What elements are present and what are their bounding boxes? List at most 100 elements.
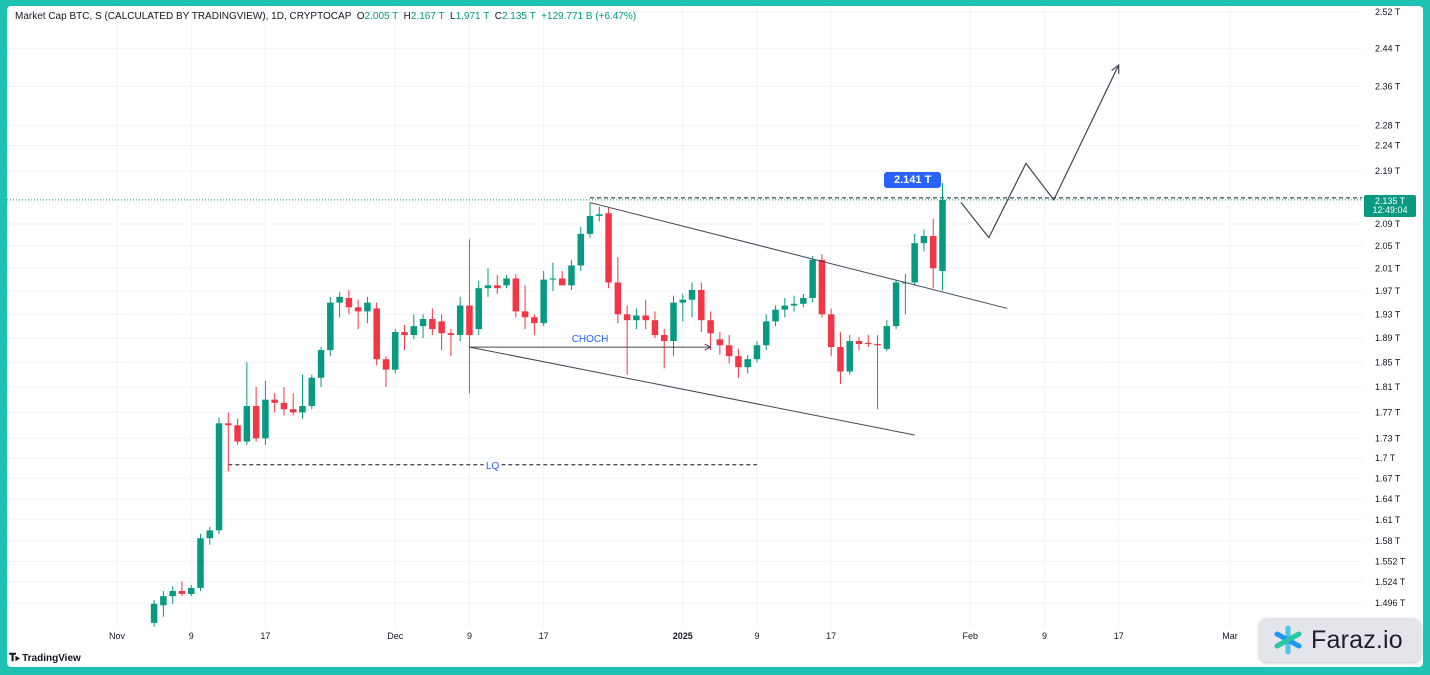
low-value: 1.971 T — [455, 11, 490, 22]
candle — [243, 362, 251, 445]
candle-body — [262, 399, 269, 439]
candle — [252, 387, 260, 442]
candle — [373, 302, 380, 366]
candle-body — [790, 303, 798, 306]
candle-body — [614, 282, 622, 315]
candle — [289, 393, 297, 416]
y-tick-label: 1.7 T — [1375, 453, 1396, 463]
candle-body — [234, 425, 241, 442]
candle-body — [160, 596, 167, 606]
candle-body — [874, 344, 881, 346]
candle — [846, 335, 853, 375]
candle-body — [558, 278, 566, 286]
y-tick-label: 1.64 T — [1375, 494, 1401, 504]
candle — [484, 268, 492, 297]
candle — [911, 233, 918, 286]
candle-body — [633, 315, 640, 321]
candle-body — [215, 423, 223, 531]
candle-body — [382, 359, 390, 370]
candle-body — [623, 314, 631, 321]
candle — [392, 329, 399, 374]
candle-body — [364, 302, 371, 312]
grid — [7, 6, 1362, 628]
y-tick-label: 1.496 T — [1375, 598, 1406, 608]
y-tick-label: 2.05 T — [1375, 241, 1401, 251]
candle-body — [605, 213, 612, 283]
y-tick-label: 1.77 T — [1375, 407, 1401, 417]
candlestick-chart[interactable]: 2.52 T 2.44 T 2.36 T 2.28 T 2.24 T 2.19 T 2.09… — [7, 6, 1423, 667]
candle-body — [883, 326, 891, 349]
candle-body — [456, 305, 464, 336]
y-tick-label: 1.67 T — [1375, 473, 1401, 483]
candle-body — [354, 307, 362, 312]
candle-body — [252, 406, 260, 439]
y-tick-label: 1.58 T — [1375, 536, 1401, 546]
y-tick-label: 2.28 T — [1375, 120, 1401, 130]
candle — [883, 320, 891, 352]
y-tick-label: 1.73 T — [1375, 433, 1401, 443]
candle — [419, 314, 427, 339]
legend-ohlc: O2.005 T H2.167 T L1.971 T C2.135 T +129… — [356, 11, 637, 22]
candle — [633, 308, 640, 330]
candle — [262, 380, 269, 445]
candle-body — [818, 259, 826, 315]
candle-body — [596, 214, 603, 216]
candle — [160, 590, 167, 617]
candle-body — [178, 590, 186, 594]
candle — [540, 271, 547, 327]
candle-body — [929, 236, 937, 269]
candle-body — [317, 350, 325, 378]
candle-body — [670, 302, 677, 342]
candle-body — [837, 347, 844, 372]
candle — [187, 584, 195, 597]
candle — [197, 533, 204, 591]
candle-body — [447, 333, 455, 336]
candle-body — [753, 345, 761, 360]
tradingview-logo[interactable]: 𝐓▸ TradingView — [9, 652, 81, 665]
candle — [382, 356, 390, 388]
candle-body — [419, 319, 427, 327]
candle-body — [911, 243, 918, 283]
x-tick-label: 17 — [539, 631, 549, 641]
candle-body — [327, 302, 334, 351]
candle-body — [429, 319, 436, 330]
candle — [475, 280, 482, 336]
candle — [800, 293, 807, 308]
candle-body — [744, 359, 751, 368]
candle — [558, 271, 566, 286]
candle — [549, 262, 557, 292]
x-tick-label: Nov — [109, 631, 126, 641]
candle-body — [679, 299, 687, 303]
candle-body — [735, 356, 742, 368]
y-tick-label: 1.93 T — [1375, 309, 1401, 319]
candle — [280, 387, 288, 416]
symbol-legend[interactable]: Market Cap BTC, S (CALCULATED BY TRADING… — [15, 11, 636, 22]
candle-body — [494, 285, 501, 289]
y-tick-label: 1.89 T — [1375, 333, 1401, 343]
candle — [317, 347, 325, 388]
x-tick-label: 9 — [189, 631, 194, 641]
candle-body — [475, 288, 482, 330]
candle-body — [512, 278, 520, 312]
candle-body — [308, 377, 316, 407]
bar-countdown: 12:49:04 — [1372, 205, 1408, 215]
candle — [354, 299, 362, 330]
candle — [447, 329, 455, 357]
time-axis[interactable]: Nov 9 17 Dec 9 17 2025 9 17 Feb 9 17 Mar — [109, 631, 1238, 641]
candle — [410, 314, 418, 340]
candle-body — [939, 199, 946, 272]
price-axis[interactable]: 2.52 T 2.44 T 2.36 T 2.28 T 2.24 T 2.19 T 2.09… — [1375, 7, 1406, 608]
choch-arrowhead — [704, 343, 712, 351]
candle-body — [410, 326, 418, 336]
candle-body — [642, 315, 649, 321]
candle-body — [549, 278, 557, 280]
candle — [512, 273, 520, 318]
candle — [865, 335, 872, 348]
candle-body — [521, 311, 529, 318]
candle-body — [401, 332, 408, 336]
candle — [929, 218, 937, 289]
candle — [605, 207, 612, 289]
x-tick-label: 9 — [754, 631, 759, 641]
candle — [716, 332, 724, 355]
y-tick-label: 1.524 T — [1375, 577, 1406, 587]
